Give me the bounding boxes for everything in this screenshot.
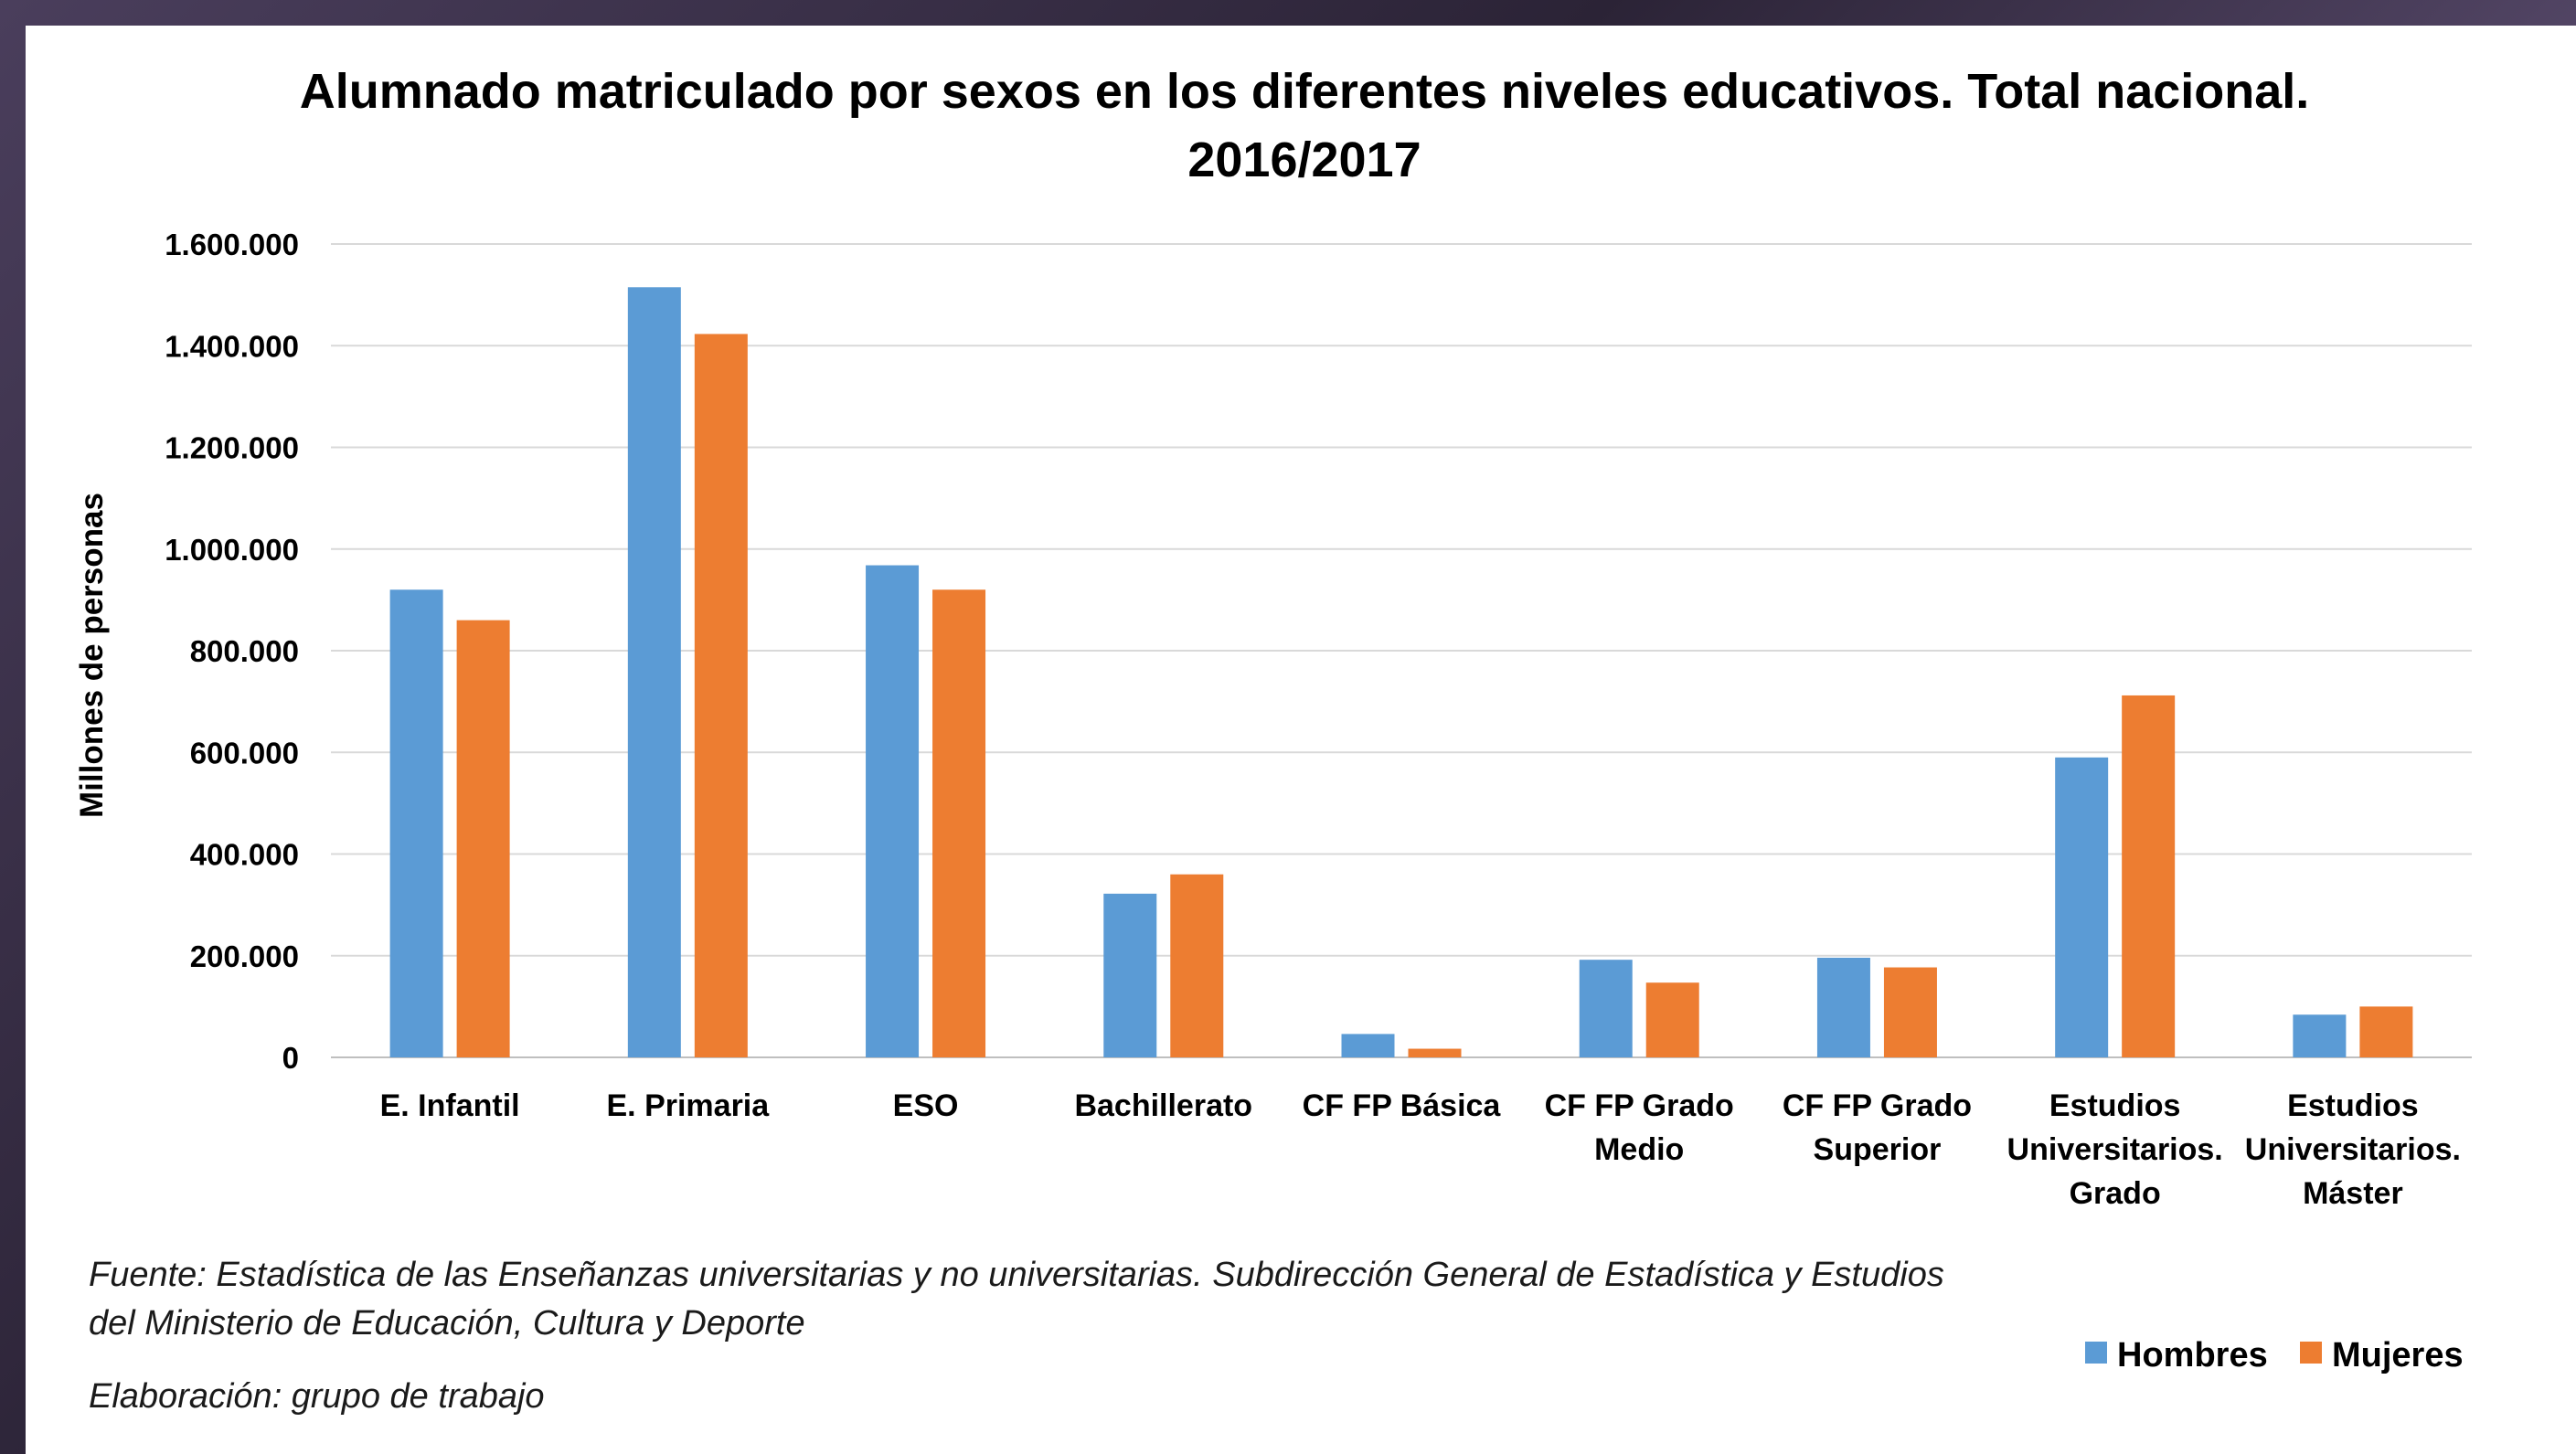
- x-category-label: Grado: [2070, 1176, 2161, 1211]
- x-category-label: Universitarios.: [2245, 1132, 2461, 1167]
- legend: Hombres Mujeres: [2085, 1336, 2464, 1374]
- x-category-label: E. Infantil: [380, 1088, 520, 1123]
- bar-hombres: [2293, 1014, 2347, 1057]
- bar-hombres: [2055, 757, 2109, 1057]
- y-axis-label: Millones de personas: [74, 493, 110, 818]
- y-tick-label: 400.000: [190, 838, 299, 872]
- bar-mujeres: [1883, 967, 1937, 1057]
- x-category-label: Medio: [1594, 1132, 1684, 1167]
- bar-hombres: [1579, 960, 1633, 1057]
- x-category-label: E. Primaria: [607, 1088, 771, 1123]
- gridlines: [331, 243, 2472, 1058]
- x-category-label: Máster: [2303, 1176, 2403, 1211]
- chart-title-line-2: 2016/2017: [1187, 133, 1421, 187]
- source-note-line-2: del Ministerio de Educación, Cultura y D…: [89, 1304, 805, 1343]
- bar-hombres: [1341, 1034, 1395, 1057]
- x-category-label: CF FP Grado: [1783, 1088, 1972, 1123]
- x-axis-categories: E. Infantil E. Primaria ESO Bachillerato CF …: [380, 1088, 2461, 1211]
- bar-mujeres: [694, 334, 748, 1057]
- bar-hombres: [1103, 893, 1157, 1057]
- y-tick-label: 1.400.000: [165, 329, 299, 363]
- bar-mujeres: [1170, 874, 1224, 1057]
- source-note-line-1: Fuente: Estadística de las Enseñanzas un…: [89, 1256, 1944, 1294]
- bar-mujeres: [2122, 695, 2176, 1057]
- y-tick-label: 800.000: [190, 634, 299, 668]
- x-category-label: CF FP Básica: [1303, 1088, 1502, 1123]
- x-category-label: Estudios: [2049, 1088, 2181, 1123]
- legend-swatch-mujeres: [2300, 1342, 2322, 1364]
- legend-label-mujeres: Mujeres: [2332, 1336, 2464, 1374]
- elaboration-note: Elaboración: grupo de trabajo: [89, 1377, 545, 1416]
- bar-mujeres: [1645, 982, 1699, 1057]
- y-tick-label: 0: [282, 1041, 299, 1075]
- x-category-label: Universitarios.: [2007, 1132, 2223, 1167]
- bar-hombres: [1816, 957, 1870, 1057]
- x-category-label: CF FP Grado: [1545, 1088, 1734, 1123]
- legend-label-hombres: Hombres: [2117, 1336, 2268, 1374]
- y-axis-ticks: 0 200.000 400.000 600.000 800.000 1.000.000 1.…: [165, 228, 299, 1075]
- chart-title-line-1: Alumnado matriculado por sexos en los di…: [300, 64, 2310, 119]
- x-category-label: ESO: [893, 1088, 959, 1123]
- y-tick-label: 1.600.000: [165, 228, 299, 261]
- bars: [389, 287, 2413, 1057]
- x-category-label: Superior: [1814, 1132, 1942, 1167]
- bar-mujeres: [2359, 1006, 2413, 1057]
- y-tick-label: 1.200.000: [165, 431, 299, 465]
- bar-mujeres: [456, 620, 510, 1057]
- bar-mujeres: [932, 589, 986, 1057]
- x-category-label: Estudios: [2287, 1088, 2419, 1123]
- bar-hombres: [627, 287, 681, 1057]
- bar-hombres: [389, 589, 443, 1057]
- y-tick-label: 200.000: [190, 939, 299, 973]
- legend-swatch-hombres: [2085, 1342, 2107, 1364]
- bar-mujeres: [1408, 1048, 1462, 1057]
- bar-hombres: [866, 565, 920, 1057]
- y-tick-label: 600.000: [190, 736, 299, 769]
- y-tick-label: 1.000.000: [165, 533, 299, 567]
- x-category-label: Bachillerato: [1074, 1088, 1252, 1123]
